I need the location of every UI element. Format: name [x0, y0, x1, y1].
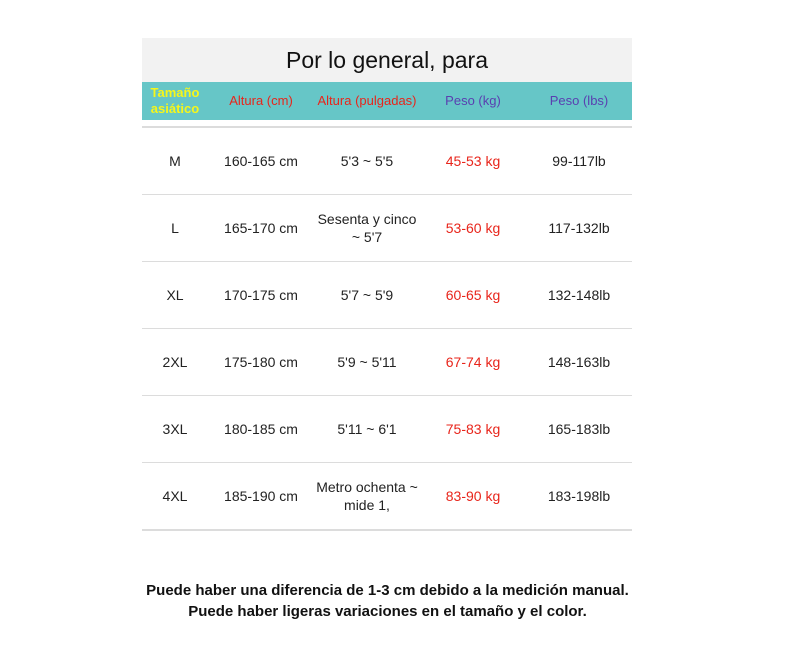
- cell-size: L: [171, 220, 179, 236]
- header-size: Tamaño asiático: [150, 85, 200, 116]
- cell-height-inches: 5'3 ~ 5'5: [340, 153, 394, 169]
- cell-weight-kg: 53-60 kg: [445, 220, 501, 236]
- cell-weight-kg: 75-83 kg: [445, 421, 501, 437]
- table-row: 2XL 175-180 cm 5'9 ~ 5'11 67-74 kg 148-1…: [142, 329, 632, 396]
- cell-height-inches: Sesenta y cinco ~ 5'7: [317, 211, 417, 245]
- cell-size: 3XL: [162, 421, 188, 437]
- cell-height-cm: 175-180 cm: [224, 354, 298, 370]
- header-height-cm: Altura (cm): [229, 93, 293, 108]
- disclaimer-notes: Puede haber una diferencia de 1-3 cm deb…: [0, 580, 775, 622]
- cell-height-cm: 180-185 cm: [224, 421, 298, 437]
- cell-height-inches: 5'7 ~ 5'9: [340, 287, 394, 303]
- cell-size: 4XL: [162, 488, 188, 504]
- table-row: M 160-165 cm 5'3 ~ 5'5 45-53 kg 99-117lb: [142, 128, 632, 195]
- table-row: 4XL 185-190 cm Metro ochenta ~ mide 1, 8…: [142, 463, 632, 531]
- cell-weight-lbs: 117-132lb: [548, 220, 610, 236]
- cell-weight-lbs: 183-198lb: [547, 488, 611, 504]
- cell-weight-lbs: 99-117lb: [552, 153, 606, 169]
- cell-height-cm: 185-190 cm: [224, 488, 298, 504]
- cell-weight-kg: 45-53 kg: [445, 153, 501, 169]
- header-row: Tamaño asiático Altura (cm) Altura (pulg…: [142, 82, 632, 120]
- cell-size: 2XL: [162, 354, 188, 370]
- chart-title: Por lo general, para: [142, 38, 632, 82]
- cell-weight-kg: 60-65 kg: [445, 287, 501, 303]
- cell-height-cm: 160-165 cm: [224, 153, 298, 169]
- header-height-inches: Altura (pulgadas): [317, 93, 417, 108]
- cell-weight-lbs: 165-183lb: [547, 421, 611, 437]
- disclaimer-line-1: Puede haber una diferencia de 1-3 cm deb…: [146, 582, 629, 599]
- cell-size: XL: [166, 287, 184, 303]
- header-weight-kg: Peso (kg): [445, 93, 501, 108]
- cell-height-inches: Metro ochenta ~ mide 1,: [316, 479, 418, 513]
- disclaimer-line-2: Puede haber ligeras variaciones en el ta…: [188, 603, 587, 620]
- table-row: L 165-170 cm Sesenta y cinco ~ 5'7 53-60…: [142, 195, 632, 262]
- table-row: XL 170-175 cm 5'7 ~ 5'9 60-65 kg 132-148…: [142, 262, 632, 329]
- header-divider: [142, 120, 632, 128]
- cell-weight-kg: 67-74 kg: [445, 354, 501, 370]
- header-weight-lbs: Peso (lbs): [549, 93, 609, 108]
- cell-height-cm: 165-170 cm: [224, 220, 298, 236]
- cell-height-inches: 5'9 ~ 5'11: [337, 354, 397, 370]
- table-row: 3XL 180-185 cm 5'11 ~ 6'1 75-83 kg 165-1…: [142, 396, 632, 463]
- cell-height-cm: 170-175 cm: [224, 287, 298, 303]
- cell-weight-lbs: 132-148lb: [547, 287, 611, 303]
- cell-size: M: [169, 153, 181, 169]
- cell-weight-kg: 83-90 kg: [445, 488, 501, 504]
- cell-height-inches: 5'11 ~ 6'1: [337, 421, 397, 437]
- cell-weight-lbs: 148-163lb: [547, 354, 611, 370]
- size-chart: Por lo general, para Tamaño asiático Alt…: [142, 38, 632, 531]
